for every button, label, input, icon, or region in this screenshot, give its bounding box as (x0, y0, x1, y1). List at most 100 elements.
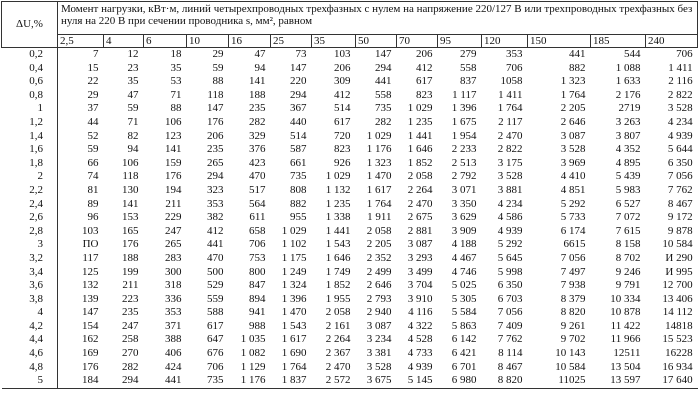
value-cell: 176 (165, 170, 182, 183)
value-cell: 282 (375, 115, 392, 128)
value-cell: 123 (165, 129, 182, 142)
value-cell: 1 411 (668, 61, 693, 74)
value-cell: 176 (207, 115, 224, 128)
value-cell: 9 172 (667, 211, 693, 224)
value-cell: 1 543 (281, 319, 307, 332)
value-cell: 3 910 (407, 292, 433, 305)
value-cell: 617 (416, 75, 433, 88)
value-cell: 7 056 (560, 251, 586, 264)
value-cell: 837 (460, 75, 477, 88)
du-cell: 4,4 (1, 333, 58, 348)
value-cell: 2 646 (366, 279, 392, 292)
value-cell: 6 980 (437, 374, 482, 389)
value-cell: 3 881 (497, 183, 523, 196)
du-cell: 3,4 (1, 265, 58, 280)
value-cell: 125 (82, 265, 99, 278)
value-cell: 5 292 (497, 238, 523, 251)
value-cell: 882 (569, 61, 586, 74)
du-cell: 5 (1, 374, 58, 389)
value-cell: 130 (122, 183, 139, 196)
value-cell: 4 586 (497, 211, 523, 224)
value-cell: 59 (212, 61, 224, 74)
du-cell: 4,6 (1, 347, 58, 361)
value-cell: 270 (122, 347, 139, 360)
value-cell: 5 644 (667, 143, 693, 156)
value-cell: 53 (170, 75, 182, 88)
value-cell: 735 (375, 102, 392, 115)
value-cell: 1 176 (228, 374, 271, 389)
value-cell: 118 (122, 170, 139, 183)
value-cell: 388 (165, 333, 182, 346)
section-header: 120 (481, 34, 528, 48)
value-cell: 6 350 (497, 279, 523, 292)
value-cell: 2 792 (451, 170, 477, 183)
value-cell: 2 176 (615, 88, 641, 101)
value-cell: 159 (165, 156, 182, 169)
value-cell: 247 (165, 224, 182, 237)
value-cell: 9 702 (560, 333, 586, 346)
table-row: 4,8 176 282 424 706 1 129 1 764 2 470 3 528 4 939… (1, 360, 698, 375)
value-cell: 2719 (618, 102, 641, 115)
value-cell: 139 (82, 292, 99, 305)
value-cell: 4 746 (451, 265, 477, 278)
value-cell: 941 (249, 306, 266, 319)
value-cell: 2 367 (325, 347, 351, 360)
value-cell: 500 (207, 265, 224, 278)
value-cell: 6 527 (615, 197, 641, 210)
du-cell: 2 (1, 170, 58, 184)
table-row: 1 37 59 88 147 235 367 514 735 1 029 1 396 1 764 2 2… (1, 102, 698, 116)
value-cell: 6 174 (560, 224, 586, 237)
value-cell: 2 470 (407, 197, 433, 210)
du-cell: 1,8 (1, 156, 58, 171)
value-cell: 5 145 (396, 374, 438, 389)
value-cell: 15 (87, 61, 99, 74)
value-cell: 235 (122, 306, 139, 319)
value-cell: 81 (87, 183, 99, 196)
value-cell: 2 646 (560, 115, 586, 128)
value-cell: 706 (676, 48, 693, 60)
value-cell: 441 (207, 238, 224, 251)
value-cell: 14818 (665, 319, 693, 332)
value-cell: 1 543 (325, 238, 351, 251)
value-cell: 1 749 (325, 265, 351, 278)
value-cell: 4 467 (451, 251, 477, 264)
value-cell: 2 058 (325, 306, 351, 319)
value-cell: 6 142 (451, 333, 477, 346)
value-cell: 4 939 (497, 224, 523, 237)
value-cell: 1 132 (325, 183, 351, 196)
value-cell: 59 (87, 143, 99, 156)
value-cell: 282 (122, 360, 139, 373)
value-cell: 7 615 (615, 224, 641, 237)
value-cell: 2 513 (451, 156, 477, 169)
value-cell: 22 (87, 75, 99, 88)
value-cell: 323 (207, 183, 224, 196)
value-cell: 94 (127, 143, 139, 156)
table-row: 5 184 294 441 735 1 176 1 837 2 572 3 675 5 145 6 … (1, 374, 698, 389)
value-cell: 11025 (527, 374, 591, 389)
value-cell: 4 528 (407, 333, 433, 346)
value-cell: 5 292 (560, 197, 586, 210)
value-cell: 17 640 (645, 374, 698, 389)
value-cell: 5 439 (615, 170, 641, 183)
du-cell: 2,4 (1, 197, 58, 212)
value-cell: 3 293 (407, 251, 433, 264)
value-cell: 2 499 (366, 265, 392, 278)
value-cell: 318 (165, 279, 182, 292)
value-cell: 336 (165, 292, 182, 305)
value-cell: 4 410 (560, 170, 586, 183)
value-cell: 1 102 (281, 238, 307, 251)
value-cell: 94 (254, 61, 266, 74)
value-cell: 3 704 (407, 279, 433, 292)
value-cell: 206 (416, 48, 433, 60)
value-cell: 3 087 (366, 319, 392, 332)
value-cell: 1 323 (560, 75, 586, 88)
value-cell: 35 (127, 75, 139, 88)
value-cell: 423 (249, 156, 266, 169)
value-cell: 12 700 (662, 279, 693, 292)
value-cell: 12 (127, 48, 139, 60)
value-cell: 1 470 (366, 170, 392, 183)
value-cell: 165 (122, 224, 139, 237)
section-header: 4 (103, 34, 144, 48)
table-row: 0,6 22 35 53 88 141 220 309 441 617 837 1058 1 323 1 … (1, 75, 698, 89)
value-cell: 1 955 (325, 292, 351, 305)
